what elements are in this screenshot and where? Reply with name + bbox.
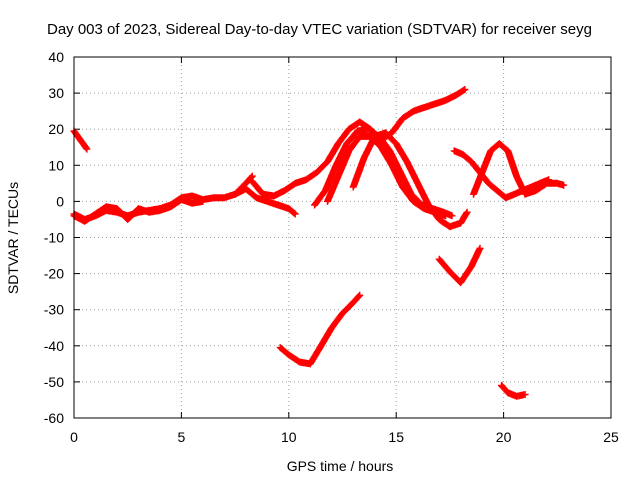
y-tick-label: -40 [44,338,64,354]
y-axis-ticks: 40 30 20 10 0 -10 -20 -30 -40 -50 -60 [44,49,611,426]
x-tick-label: 20 [496,429,512,445]
data-arc-markers [231,185,299,218]
series-arc-8 [349,129,471,231]
data-arc-markers [435,244,484,287]
data-arc-markers [70,196,207,225]
x-tick-label: 15 [388,429,404,445]
x-axis-label: GPS time / hours [287,458,394,474]
data-arc-markers [349,129,471,231]
y-tick-label: -60 [44,410,64,426]
y-tick-label: -30 [44,302,64,318]
series-arc-6 [311,125,456,220]
x-axis-ticks: 0 5 10 15 20 25 [70,57,619,445]
series-arc-11 [435,244,484,287]
x-tick-label: 5 [178,429,186,445]
y-axis-label: SDTVAR / TECUs [5,182,21,294]
data-arc-markers [70,127,91,153]
grid-lines [74,57,611,418]
y-tick-label: 0 [56,193,64,209]
y-tick-label: 20 [48,121,64,137]
plot-frame [73,56,612,419]
y-tick-label: 40 [48,49,64,65]
x-tick-label: 25 [603,429,619,445]
series-arc-12 [276,291,364,368]
data-arc-markers [311,125,456,220]
data-arc-markers [276,291,364,368]
series-arc-10 [470,140,568,198]
x-tick-label: 10 [281,429,297,445]
data-arc-markers [498,382,529,400]
x-tick-label: 0 [70,429,78,445]
data-arc-markers [470,140,568,198]
y-tick-label: 30 [48,85,64,101]
y-tick-label: 10 [48,157,64,173]
y-tick-label: -50 [44,374,64,390]
y-tick-label: -20 [44,266,64,282]
data-points [70,86,568,400]
series-arc-13 [498,382,529,400]
y-tick-label: -10 [44,230,64,246]
series-arc-3 [70,196,207,225]
chart-title: Day 003 of 2023, Sidereal Day-to-day VTE… [47,21,592,38]
series-arc-1 [70,127,91,153]
series-arc-4 [231,185,299,218]
